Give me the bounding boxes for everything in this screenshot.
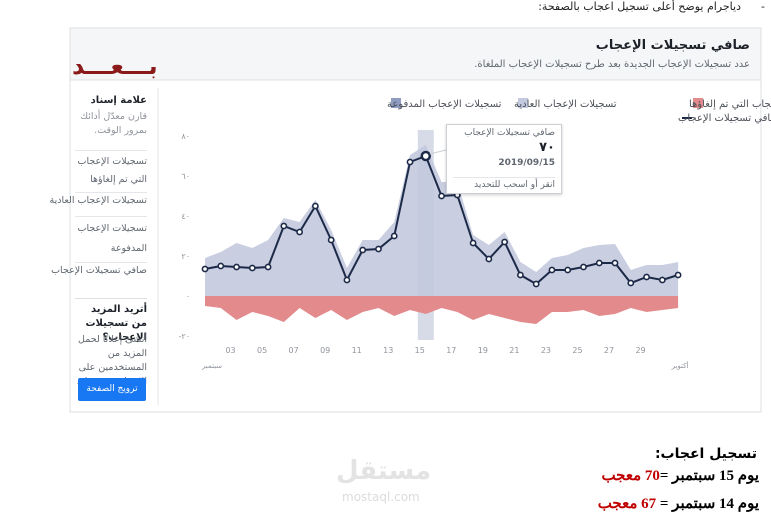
point [658,276,666,284]
point [595,259,603,267]
legend-label: صافي تسجيلات الإعجاب [678,113,771,124]
x-tick-label: 11 [352,346,362,355]
x-tick-label: 21 [509,346,519,355]
point [548,266,556,274]
tooltip-title: صافي تسجيلات الإعجاب [464,128,555,138]
point [580,263,587,271]
point [517,271,524,279]
point [327,236,335,244]
promo-title: أتريد المزيد من تسجيلات الإعجاب؟ [75,298,147,345]
tooltip-pointer [429,149,447,155]
legend-label: تسجيلات الإعجاب التي تم إلغاؤها [689,99,771,110]
point [359,246,367,254]
legend-swatch [518,98,528,108]
x-tick-label: 07 [289,346,299,355]
notes-heading: تسجيل اعجاب: [654,446,757,462]
point [233,263,240,271]
note: يوم 15 سبتمبر =70 معجب [601,466,759,485]
legend-label: تسجيلات الإعجاب المدفوعة [387,99,502,110]
sidebar-desc: قارن معدّل أدائك بمرور الوقت. [80,111,147,136]
x-tick-label: 27 [604,346,614,355]
note: يوم 14 سبتمبر = 67 معجب [598,494,759,513]
point [343,276,351,284]
y-tick-label: ٦٠ [181,172,190,181]
y-tick-label: ٨٠ [181,132,190,141]
tooltip-date: 2019/09/15 [498,158,555,168]
y-tick-label: ٢٠ [181,252,190,261]
watermark: مستقل [336,456,432,486]
note-value: 67 معجب [597,496,657,512]
promote-button[interactable]: ترويج الصفحة [78,378,146,401]
watermark-url: mostaql.com [342,490,420,504]
point [564,266,572,274]
point [627,279,635,287]
legend-swatch [391,98,401,108]
point [311,202,319,210]
chart-subtitle: عدد تسجيلات الإعجاب الجديدة بعد طرح تسجي… [474,59,750,70]
point [611,259,619,267]
point [296,228,304,236]
x-tick-label: 17 [446,346,456,355]
x-tick-label: 23 [541,346,551,355]
x-tick-label: 15 [415,346,425,355]
point [420,150,432,162]
point [406,158,414,166]
month-label: سبتمبر [201,362,222,370]
point [280,222,288,230]
tooltip: صافي تسجيلات الإعجاب ٧٠ 2019/09/15 انقر … [446,124,562,194]
area [205,145,679,296]
bullet: - [761,0,765,13]
point [532,280,540,288]
point [438,192,445,200]
card-header [69,27,762,81]
point [674,271,682,279]
x-tick-label: 13 [383,346,393,355]
tooltip-hint: انقر أو اسحب للتحديد [453,177,555,190]
x-tick-label: 09 [320,346,330,355]
point [217,262,225,270]
month-label: أكتوبر [671,361,689,370]
sidebar-item[interactable]: تسجيلات الإعجاب العادية [50,192,147,206]
point [643,273,650,281]
tooltip-value: ٧٠ [539,140,555,155]
sidebar-item[interactable]: صافي تسجيلات الإعجاب [51,262,147,276]
intro: دياجرام يوضح أعلى تسجيل اعجاب بالصفحة: [538,0,741,13]
point [201,265,209,273]
note-text: يوم 15 سبتمبر = [659,468,759,484]
x-tick-label: 25 [572,346,582,355]
point [501,238,509,246]
point [485,255,493,263]
x-tick-label: 29 [635,346,645,355]
sidebar-item[interactable]: تسجيلات الإعجاب المدفوعة [75,216,147,259]
chart-title: صافي تسجيلات الإعجاب [595,38,750,53]
point [390,232,398,240]
legend-label: تسجيلات الإعجاب العادية [514,99,617,110]
stamp: بـــعـــد [72,52,158,80]
x-tick-label: 03 [225,346,235,355]
y-tick-label: ٤٠ [181,212,190,221]
y-tick-label: ٠ [186,292,190,301]
note-text: يوم 14 سبتمبر = [659,496,759,512]
sidebar-heading: علامة إسناد [90,95,147,106]
x-tick-label: 05 [257,346,267,355]
area [205,296,679,324]
point [264,263,272,271]
point [469,239,477,247]
legend-swatch [693,98,703,108]
point [375,245,382,253]
sidebar-item[interactable]: تسجيلات الإعجاب التي تم إلغاؤها [75,150,147,189]
note-value: 70 معجب [601,468,660,484]
y-tick-label: -٢٠ [179,332,190,341]
point [248,264,256,272]
x-tick-label: 19 [478,346,488,355]
